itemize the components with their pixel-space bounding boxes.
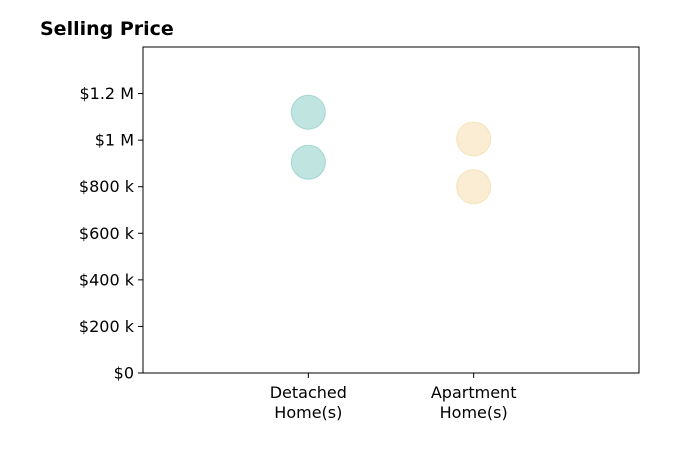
y-tick-label: $1.2 M [79, 84, 134, 103]
x-tick-label-line: Home(s) [440, 403, 508, 422]
x-axis: Detached Home(s)Apartment Home(s) [270, 373, 517, 422]
y-tick-label: $1 M [95, 131, 134, 150]
x-tick-label: Apartment Home(s) [431, 383, 517, 422]
y-tick-label: $800 k [79, 177, 135, 196]
y-tick-label: $600 k [79, 224, 135, 243]
x-tick-label-line: Apartment [431, 383, 517, 402]
y-axis: $0 $200 k $400 k $600 k $800 k $1 M $1.2 M [79, 84, 143, 383]
data-point [290, 144, 326, 180]
x-tick-label-line: Home(s) [274, 403, 342, 422]
y-tick-label: $200 k [79, 317, 135, 336]
y-tick-label: $0 [114, 364, 134, 383]
data-point [456, 169, 492, 205]
data-point [290, 94, 326, 130]
plot-area: $0 $200 k $400 k $600 k $800 k $1 M $1.2 M Det… [79, 46, 640, 422]
x-tick-label: Detached Home(s) [270, 383, 347, 422]
chart-title: Selling Price [40, 18, 174, 40]
x-tick-label-line: Detached [270, 383, 347, 402]
data-points [290, 94, 492, 205]
plot-frame [142, 46, 640, 374]
data-point [456, 121, 492, 157]
y-tick-label: $400 k [79, 270, 135, 289]
